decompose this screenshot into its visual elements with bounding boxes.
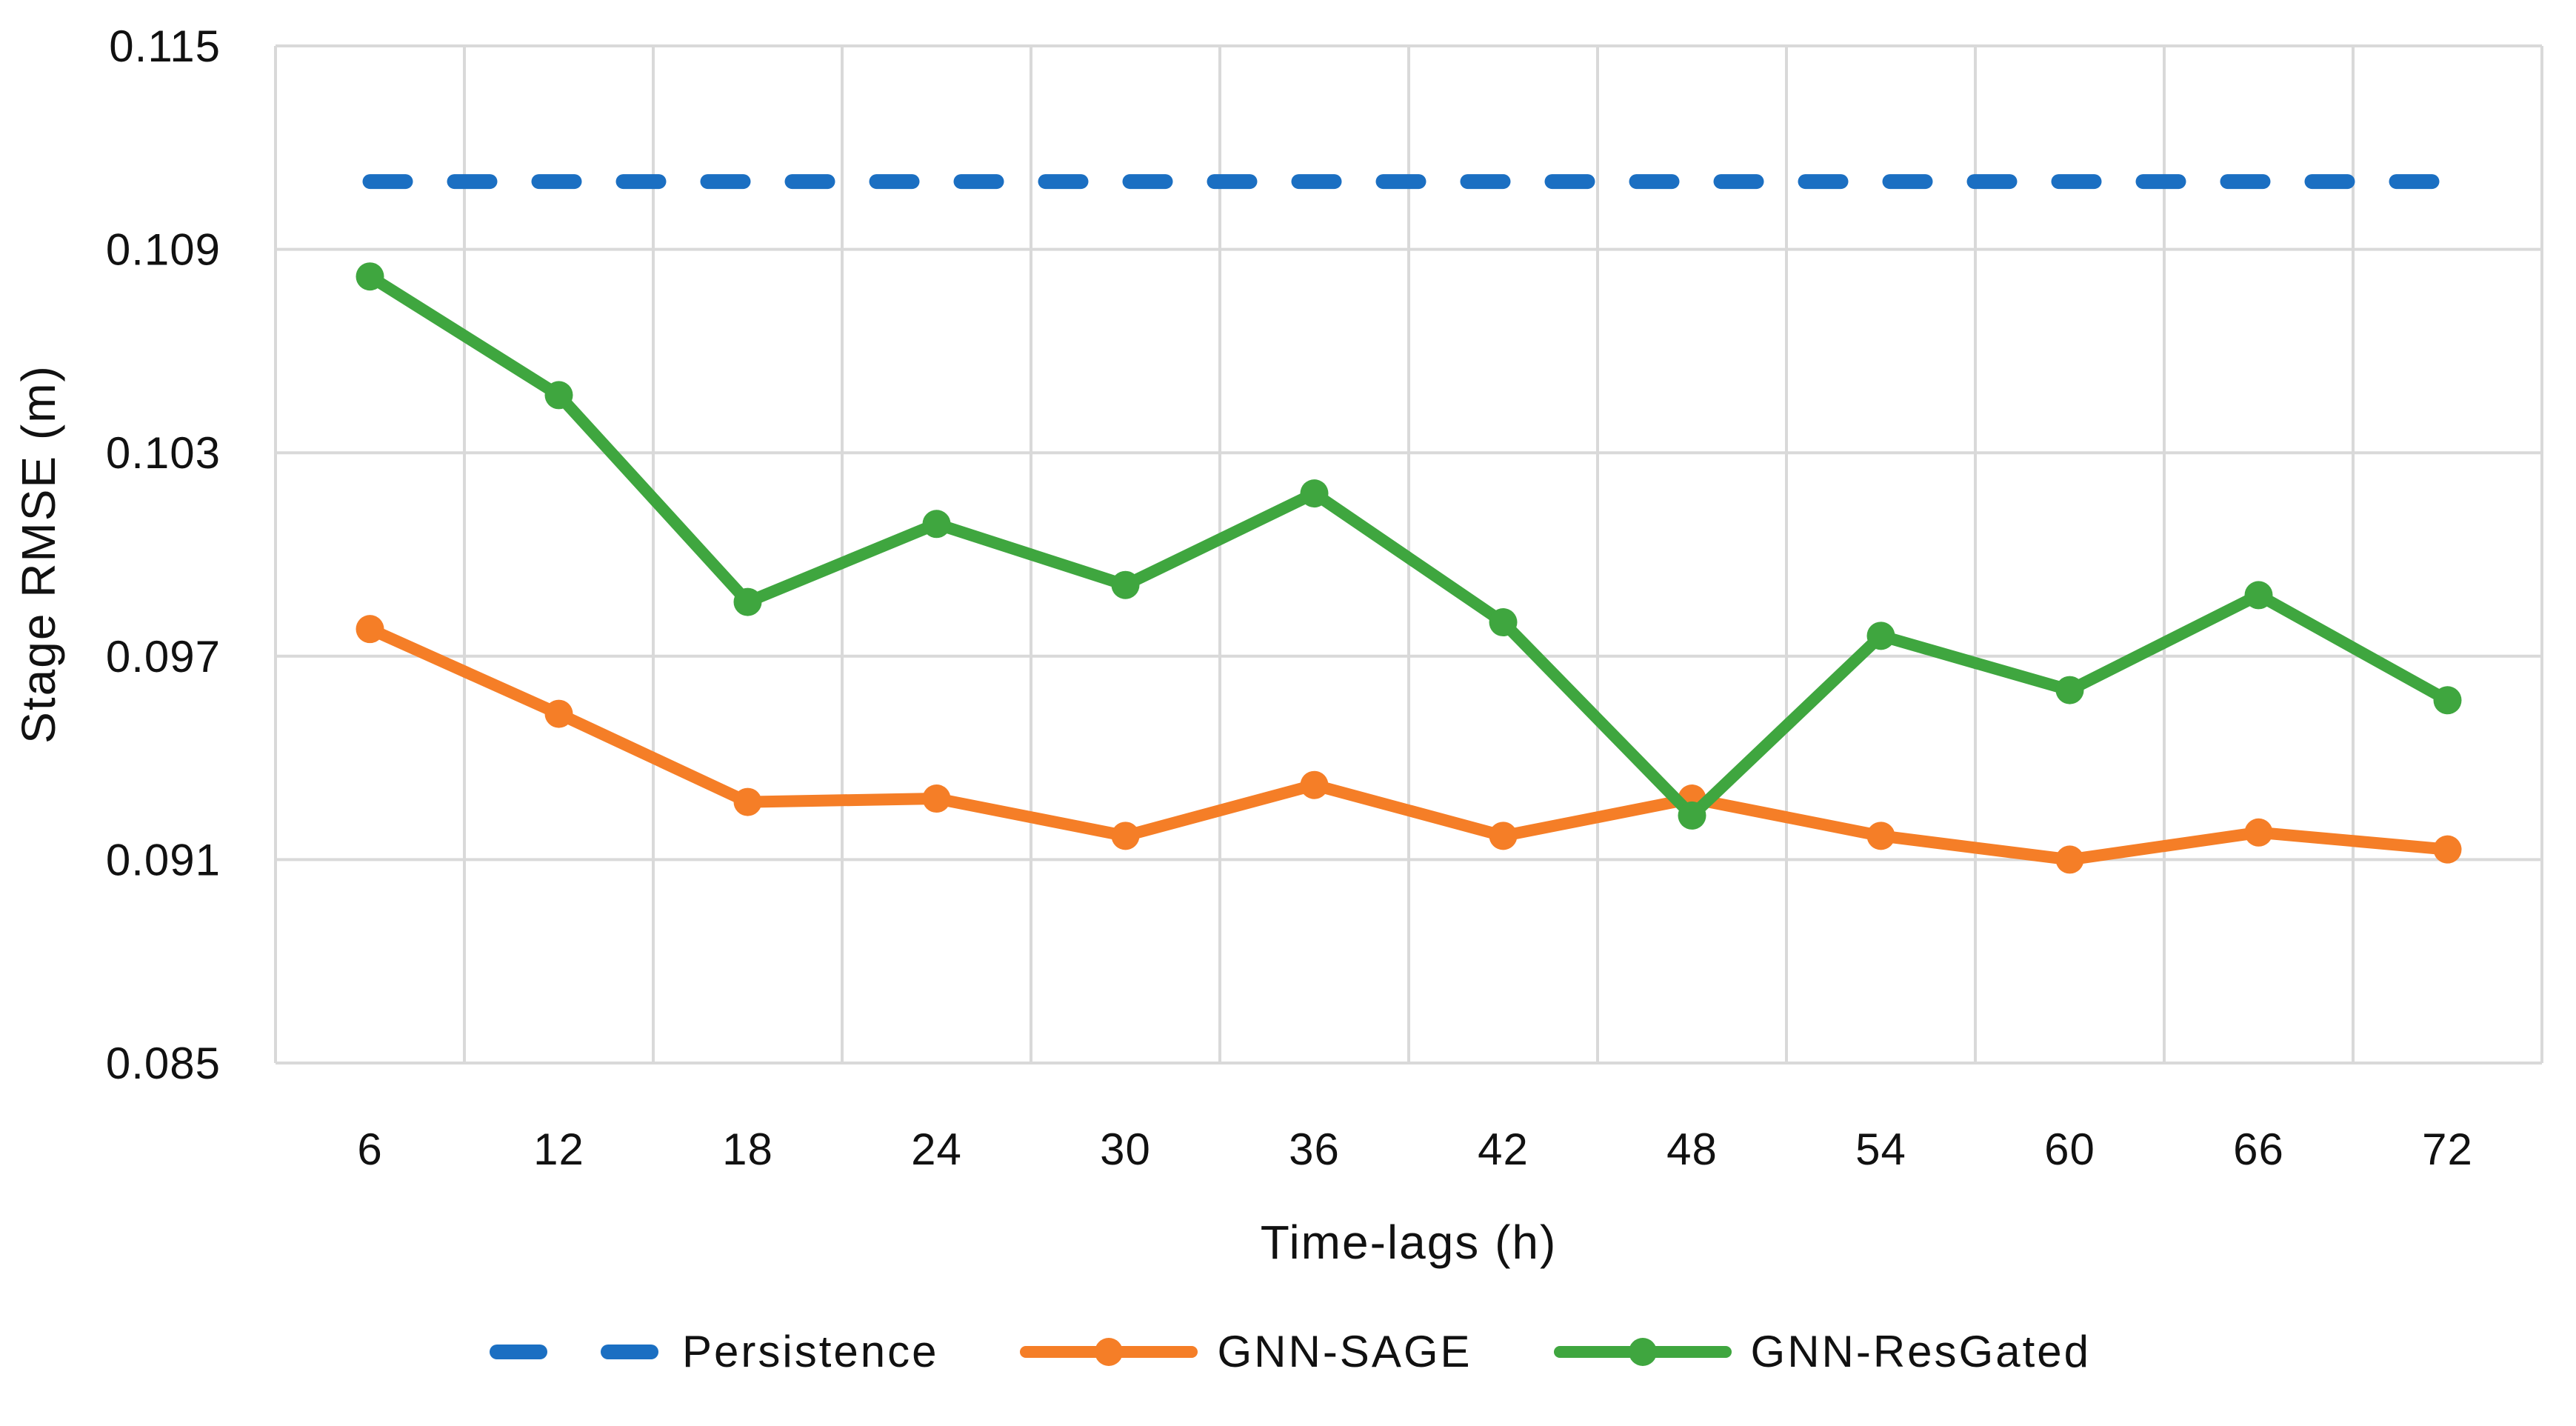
- series-gnn-sage-marker: [1489, 822, 1518, 850]
- series-gnn-sage-marker: [2055, 845, 2084, 874]
- y-tick-label: 0.103: [106, 428, 221, 478]
- y-tick-label: 0.097: [106, 632, 221, 682]
- x-tick-label: 42: [1478, 1125, 1529, 1174]
- series-gnn-sage-marker: [2433, 835, 2462, 864]
- y-tick-label: 0.109: [106, 225, 221, 275]
- legend-swatch-gnn-sage: [1020, 1337, 1198, 1366]
- series-gnn-sage-marker: [544, 699, 573, 728]
- series-gnn-sage-marker: [922, 784, 951, 813]
- x-tick-label: 54: [1855, 1125, 1906, 1174]
- series-gnn-resgated-marker: [2055, 676, 2084, 704]
- legend-label-gnn-sage: GNN-SAGE: [1217, 1327, 1472, 1376]
- x-tick-label: 66: [2233, 1125, 2284, 1174]
- y-tick-label: 0.115: [109, 21, 221, 71]
- series-gnn-resgated-marker: [2244, 581, 2273, 610]
- series-gnn-resgated-marker: [1111, 570, 1140, 599]
- series-gnn-resgated-marker: [733, 587, 762, 616]
- series-gnn-resgated-marker: [1866, 622, 1895, 650]
- series-gnn-resgated-marker: [356, 262, 384, 291]
- x-tick-label: 18: [722, 1125, 773, 1174]
- series-gnn-sage-marker: [733, 787, 762, 816]
- series-gnn-resgated-marker: [922, 510, 951, 539]
- x-tick-label: 30: [1100, 1125, 1151, 1174]
- series-gnn-sage-marker: [1111, 822, 1140, 850]
- series-gnn-sage-marker: [1866, 822, 1895, 850]
- legend-item-gnn-resgated: GNN-ResGated: [1553, 1326, 2091, 1377]
- y-tick-label: 0.085: [106, 1039, 221, 1088]
- legend-marker-sample: [1095, 1337, 1124, 1366]
- series-gnn-resgated-marker: [1489, 608, 1518, 637]
- x-tick-label: 48: [1666, 1125, 1718, 1174]
- series-gnn-resgated-line: [364, 270, 2454, 822]
- legend-label-gnn-resgated: GNN-ResGated: [1750, 1327, 2091, 1376]
- y-tick-label: 0.091: [106, 835, 221, 884]
- series-gnn-resgated-marker: [2433, 686, 2462, 715]
- x-tick-label: 6: [357, 1125, 382, 1174]
- x-axis-title: Time-lags (h): [1260, 1216, 1558, 1269]
- y-axis-title: Stage RMSE (m): [12, 364, 65, 744]
- series-gnn-sage-line: [364, 623, 2454, 866]
- legend-item-gnn-sage: GNN-SAGE: [1020, 1326, 1472, 1377]
- series-gnn-sage-marker: [356, 615, 384, 644]
- legend-label-persistence: Persistence: [682, 1327, 939, 1376]
- x-tick-label: 24: [911, 1125, 962, 1174]
- legend-swatch-persistence: [490, 1344, 658, 1359]
- legend-marker-sample: [1628, 1337, 1657, 1366]
- legend-swatch-gnn-resgated: [1553, 1337, 1732, 1366]
- series-gnn-resgated-marker: [1678, 801, 1706, 830]
- series-gnn-resgated-marker: [544, 381, 573, 410]
- series-gnn-sage-marker: [2244, 818, 2273, 847]
- legend: Persistence GNN-SAGE GNN-ResGated: [0, 1326, 2576, 1377]
- x-tick-label: 12: [533, 1125, 584, 1174]
- x-tick-label: 60: [2044, 1125, 2095, 1174]
- x-tick-label: 72: [2422, 1125, 2473, 1174]
- legend-item-persistence: Persistence: [485, 1326, 938, 1377]
- x-tick-label: 36: [1289, 1125, 1340, 1174]
- series-gnn-resgated-marker: [1300, 479, 1329, 508]
- series-gnn-sage-marker: [1300, 770, 1329, 799]
